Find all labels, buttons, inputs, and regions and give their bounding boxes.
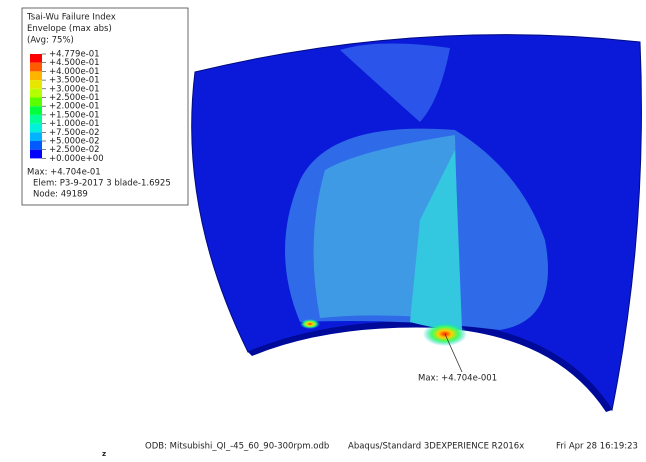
blade-model [192,35,642,412]
legend-swatch [30,63,42,72]
legend-label: +0.000e+00 [49,154,104,164]
legend-info: Max: +4.704e-01 [27,168,101,178]
legend-swatch [30,106,42,115]
viewport: Max: +4.704e-001 Tsai-Wu Failure IndexEn… [0,0,646,458]
legend-swatch [30,115,42,124]
legend-swatch [30,141,42,150]
legend-swatch [30,150,42,159]
legend-title: Tsai-Wu Failure Index [26,13,116,23]
footer-odb: ODB: Mitsubishi_QI_-45_60_90-300rpm.odb [145,442,329,452]
footer-date: Fri Apr 28 16:19:23 [556,442,638,452]
footer-solver: Abaqus/Standard 3DEXPERIENCE R2016x [348,442,524,452]
axis-label: z [102,450,106,458]
legend-info: Elem: P3-9-2017 3 blade-1.6925 [33,179,171,189]
legend-swatch [30,80,42,89]
legend-swatch [30,54,42,63]
legend-swatch [30,89,42,98]
legend-info: Node: 49189 [33,190,88,200]
legend-swatch [30,132,42,141]
legend-swatch [30,71,42,80]
hot-spot-left [300,319,320,329]
legend-title: Envelope (max abs) [27,24,112,34]
max-annotation: Max: +4.704e-001 [418,374,497,384]
legend-swatch [30,98,42,107]
legend-swatch [30,124,42,133]
legend-title: (Avg: 75%) [27,36,74,46]
